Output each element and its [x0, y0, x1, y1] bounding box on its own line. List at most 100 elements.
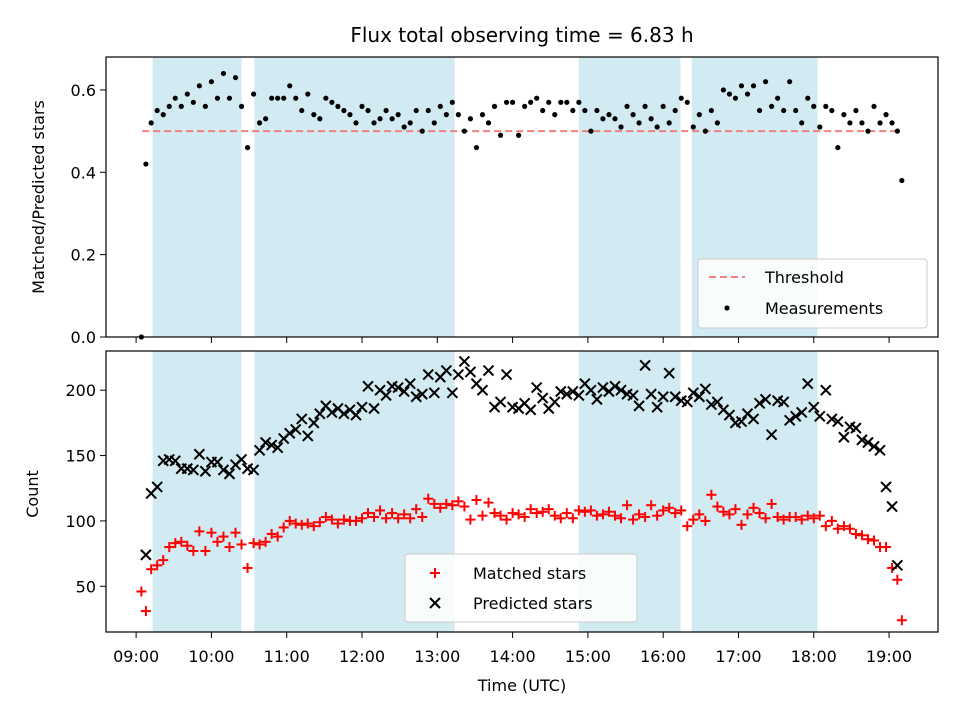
matched-stars-point	[688, 514, 699, 525]
predicted-stars-point	[193, 448, 206, 460]
matched-stars-point	[826, 515, 837, 526]
matched-stars-point	[778, 514, 789, 525]
measurement-point	[823, 103, 829, 110]
matched-stars-point	[869, 535, 879, 546]
measurement-point	[148, 120, 154, 126]
matched-stars-point	[495, 510, 506, 521]
matched-stars-point	[682, 521, 693, 532]
matched-stars-point	[537, 506, 548, 517]
matched-stars-point	[224, 542, 235, 553]
predicted-stars-point	[705, 398, 718, 411]
shaded-interval	[578, 57, 681, 337]
predicted-stars-point	[832, 415, 844, 428]
predicted-stars-point	[290, 423, 302, 436]
measurement-point	[154, 107, 160, 114]
matched-stars-point	[525, 504, 536, 515]
matched-stars-point	[501, 514, 512, 525]
predicted-stars-point	[476, 384, 489, 396]
matched-stars-point	[411, 504, 422, 515]
bottom-y-axis-title: Count	[23, 470, 42, 518]
predicted-stars-point	[350, 409, 362, 421]
measurement-point	[443, 112, 449, 118]
matched-stars-point	[808, 513, 819, 524]
predicted-stars-point	[868, 440, 880, 453]
matched-stars-point	[616, 513, 627, 524]
measurement-point	[793, 107, 799, 114]
y-tick-label: 100	[65, 512, 96, 531]
matched-stars-point	[236, 539, 247, 550]
predicted-stars-point	[633, 400, 645, 412]
predicted-stars-point	[561, 388, 573, 400]
predicted-stars-point	[645, 388, 657, 400]
measurement-point	[606, 112, 612, 118]
measurement-point	[883, 112, 889, 118]
matched-stars-point	[284, 515, 295, 526]
measurement-point	[787, 79, 793, 85]
measurement-point	[769, 103, 775, 110]
measurement-point	[696, 112, 702, 118]
matched-stars-point	[670, 508, 681, 519]
predicted-stars-point	[777, 396, 790, 408]
matched-stars-point	[254, 539, 265, 550]
matched-stars-point	[802, 510, 813, 521]
predicted-stars-point	[669, 391, 681, 403]
measurement-point	[660, 103, 666, 110]
x-tick-label: 11:00	[264, 647, 310, 666]
measurement-point	[775, 95, 781, 101]
measurement-point	[894, 128, 900, 134]
predicted-stars-point	[428, 387, 440, 399]
matched-stars-point	[483, 497, 494, 508]
threshold-legend-label: Threshold	[764, 268, 844, 287]
predicted-stars-point	[796, 406, 808, 419]
predicted-stars-point	[422, 368, 434, 381]
matched-stars-point	[676, 505, 687, 516]
predicted-stars-point	[235, 453, 248, 466]
measurement-point	[317, 116, 323, 122]
measurement-point	[257, 120, 263, 126]
matched-stars-point	[447, 500, 458, 511]
measurement-point	[305, 91, 311, 97]
matched-stars-point	[194, 526, 205, 537]
shaded-interval	[152, 351, 242, 632]
measurement-point	[190, 99, 196, 105]
matched-stars-point	[561, 508, 572, 519]
measurement-point	[720, 87, 727, 93]
predicted-stars-point	[265, 439, 278, 451]
measurement-point	[287, 83, 293, 89]
measurement-point	[293, 95, 299, 101]
measurement-point	[648, 116, 654, 122]
predicted-stars-point	[500, 368, 513, 381]
matched-stars-point	[471, 494, 482, 505]
measurement-point	[455, 112, 461, 118]
measurement-point	[437, 103, 443, 110]
x-tick-label: 10:00	[188, 647, 234, 666]
measurement-point	[654, 124, 660, 130]
predicted-stars-point	[308, 417, 320, 429]
matched-stars-point	[212, 536, 223, 547]
measurement-point	[425, 107, 431, 114]
bottom-count-points	[136, 355, 907, 626]
predicted-stars-point	[223, 468, 236, 480]
measurement-point	[588, 128, 594, 134]
predicted-stars-point	[783, 414, 796, 426]
predicted-stars-point	[302, 430, 314, 442]
matched-stars-point	[441, 498, 452, 509]
matched-stars-point	[603, 506, 614, 517]
matched-stars-point	[736, 519, 747, 530]
matched-stars-point	[730, 504, 741, 515]
matched-stars-point	[248, 538, 259, 549]
measurement-point	[485, 120, 492, 126]
predicted-stars-point	[735, 415, 748, 428]
predicted-stars-point	[693, 391, 706, 403]
measurement-point	[799, 120, 805, 126]
predicted-stars-point	[874, 444, 886, 457]
matched-stars-point	[381, 513, 392, 524]
measurement-point	[516, 132, 522, 138]
top-panel: 0.0 0.2 0.4 0.6 Matched/Predicted stars Thr…	[29, 56, 939, 347]
measurement-point	[323, 95, 329, 101]
predicted-stars-point	[609, 380, 621, 392]
matched-stars-point	[766, 498, 777, 509]
matched-stars-point	[459, 501, 470, 512]
measurement-point	[865, 128, 871, 134]
matched-stars-point	[772, 511, 783, 522]
